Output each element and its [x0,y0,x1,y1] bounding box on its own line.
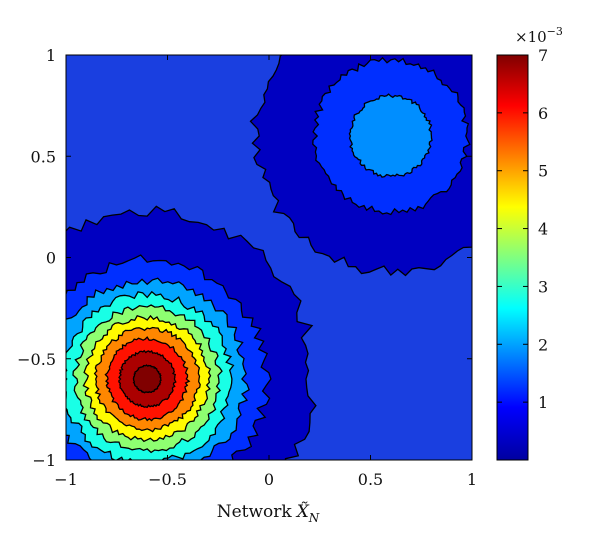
y-tick-label: 0 [46,249,56,268]
x-tick-label: 1 [467,470,477,489]
contour-level-1-2 [348,93,433,178]
y-tick-label: −1 [32,451,56,470]
colorbar-tick-label: 3 [538,277,548,296]
x-axis-title-subscript: N [308,511,320,525]
x-tick-label: −0.5 [148,470,187,489]
x-axis-title-symbol: X̃ [295,502,310,522]
y-tick-label: 0.5 [31,147,56,166]
colorbar-tick-label: 7 [538,46,548,65]
x-tick-label: 0 [264,470,274,489]
x-axis-title-text: Network [217,502,293,522]
y-tick-label: 1 [46,46,56,65]
colorbar-tick-label: 2 [538,335,548,354]
colorbar-tick-label: 6 [538,104,548,123]
colorbar-exponent-power: −3 [547,25,563,38]
colorbar-tick-label: 1 [538,393,548,412]
y-tick-label: −0.5 [17,350,56,369]
plot-area [65,54,473,461]
colorbar-exponent: ×10−3 [515,25,563,46]
contour-fills [66,55,472,460]
x-tick-label: 0.5 [358,470,383,489]
contour-level-0-9 [132,364,162,394]
x-tick-label: −1 [54,470,78,489]
x-axis: −1 −0.5 0 0.5 1 [54,55,477,489]
y-axis: 1 0.5 0 −0.5 −1 [17,46,472,470]
colorbar-exponent-base: ×10 [515,28,547,46]
colorbar-ticks: 7 6 5 4 3 2 1 [497,46,548,412]
colorbar-gradient [496,54,529,461]
colorbar-tick-label: 5 [538,162,548,181]
colorbar-tick-label: 4 [538,220,548,239]
x-axis-title: Network X̃N [217,502,320,525]
colorbar: 7 6 5 4 3 2 1 ×10−3 [496,25,563,461]
